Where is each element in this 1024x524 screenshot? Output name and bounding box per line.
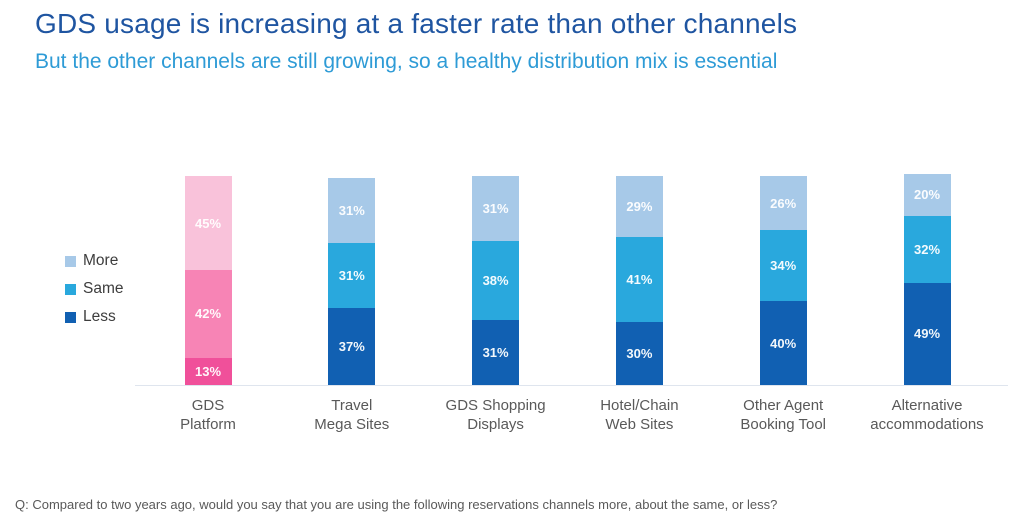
bar-value-label: 26% [770,195,797,211]
legend-label: More [83,252,119,269]
bar-segment-less: 40% [759,301,807,385]
bar-value-label: 20% [913,187,941,203]
bar-value-label: 29% [626,198,653,214]
category-label: Hotel/Chain Web Sites [600,397,679,433]
category-label: GDS Platform [180,397,236,433]
bar-value-label: 49% [913,326,941,342]
survey-question: Q: Compared to two years ago, would you … [15,497,778,512]
bar-segment-less: 49% [903,282,951,385]
bar-value-label: 34% [770,258,797,274]
bar-value-label: 31% [338,267,365,283]
legend-swatch-less [65,311,76,323]
bar-value-label: 40% [770,335,797,351]
bar-segment-more: 29% [615,176,663,237]
legend-swatch-same [65,283,76,295]
bar-segment-less: 37% [328,307,376,385]
bar-segment-more: 31% [328,178,376,243]
bar-segment-same: 41% [615,236,663,323]
bar-value-label: 31% [482,345,509,361]
bar-segment-more: 45% [184,176,232,271]
bar-value-label: 31% [338,203,365,218]
bar-segment-same: 31% [328,242,376,308]
legend-item-same: Same [65,275,124,303]
bar-hotel-chain-web-sites: 29% 41% 30% [615,176,663,385]
bar-value-label: 42% [194,306,222,322]
bar-segment-same: 32% [903,215,951,283]
bar-segment-less: 13% [184,357,232,385]
legend-item-less: Less [65,303,124,331]
bar-value-label: 13% [194,363,222,379]
bar-segment-more: 26% [759,176,807,231]
bar-segment-more: 31% [472,176,520,241]
chart-legend: More Same Less [65,247,124,331]
bar-gds-platform: 45% 42% 13% [184,176,232,385]
bar-value-label: 41% [626,271,653,287]
bar-segment-more: 20% [903,173,951,216]
slide-title: GDS usage is increasing at a faster rate… [35,8,798,39]
bar-gds-shopping-displays: 31% 38% 31% [472,176,520,385]
bar-travel-mega-sites: 31% 31% 37% [328,178,376,385]
bar-segment-same: 42% [184,270,232,358]
bar-value-label: 45% [194,215,222,231]
bar-value-label: 31% [482,200,509,216]
category-label: GDS Shopping Displays [445,397,546,433]
bar-segment-same: 34% [759,230,807,302]
legend-label: Same [83,280,124,297]
bar-alternative-accommodations: 20% 32% 49% [903,173,951,385]
bar-other-agent-booking-tool: 26% 34% 40% [759,176,807,385]
legend-item-more: More [65,247,124,275]
bar-value-label: 32% [913,241,941,257]
bar-value-label: 30% [626,346,653,362]
category-label: Other Agent Booking Tool [740,397,826,433]
bar-segment-less: 30% [615,322,663,385]
bar-value-label: 37% [338,338,365,354]
legend-label: Less [83,308,116,325]
bar-segment-less: 31% [472,320,520,385]
bar-segment-same: 38% [472,240,520,321]
category-label: Travel Mega Sites [314,397,390,433]
category-label: Alternative accommodations [870,397,984,433]
legend-swatch-more [65,255,76,267]
slide-subtitle: But the other channels are still growing… [35,50,778,73]
x-axis-line [135,385,1008,386]
bar-value-label: 38% [482,273,509,289]
